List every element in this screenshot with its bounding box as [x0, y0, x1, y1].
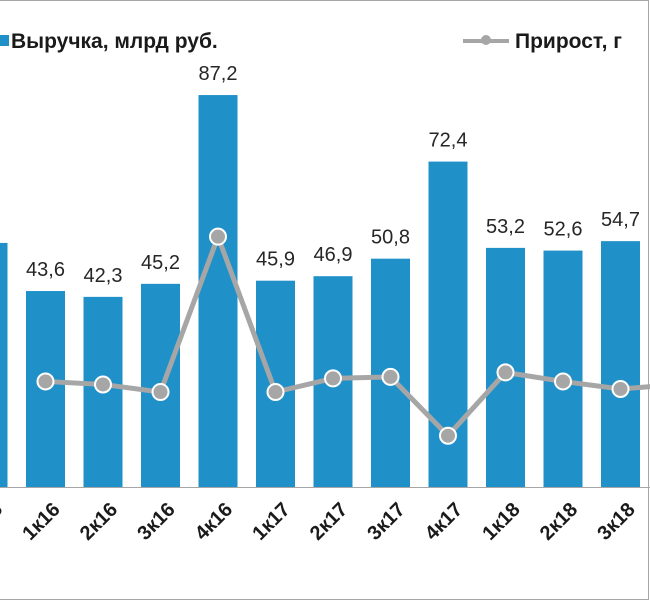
bar-label-3к16: 45,2 [141, 252, 180, 274]
x-tick-label-4к15: 4к15 [0, 499, 7, 545]
bar-2к18 [543, 250, 583, 487]
growth-point-3к18 [611, 379, 630, 398]
growth-point-2к17 [324, 369, 342, 388]
bar-4к15 [0, 242, 8, 487]
bar-label-1к17: 45,9 [256, 249, 295, 271]
x-tick-label-4к16: 4к16 [191, 499, 237, 545]
growth-point-2к18 [554, 372, 572, 391]
bar-label-1к18: 53,2 [486, 216, 525, 238]
growth-line [45, 234, 650, 439]
x-tick-label-3к18: 3к18 [593, 499, 639, 545]
growth-point-1к17 [266, 382, 285, 401]
legend-revenue: Выручка, млрд руб. [0, 30, 218, 54]
bar-4к16 [198, 95, 238, 487]
x-tick-label-2к18: 2к18 [536, 499, 582, 545]
growth-point-3к16 [151, 382, 170, 401]
x-tick-label-1к18: 1к18 [478, 499, 524, 545]
bar-label-2к17: 46,9 [314, 244, 353, 266]
legend-revenue-swatch [0, 34, 9, 46]
growth-point-3к17 [381, 367, 400, 386]
x-tick-label-1к17: 1к17 [248, 499, 294, 545]
growth-point-2к16 [94, 375, 112, 394]
bar-label-3к18: 54,7 [601, 209, 640, 231]
legend-revenue-label: Выручка, млрд руб. [11, 30, 218, 53]
legend-growth-swatch [463, 35, 509, 46]
bar-label-4к17: 72,4 [429, 130, 468, 152]
x-tick-label-3к17: 3к17 [363, 499, 409, 545]
bar-label-3к17: 50,8 [371, 227, 410, 249]
x-tick-label-2к17: 2к17 [306, 499, 352, 545]
legend-growth-label: Прирост, г [515, 30, 623, 53]
growth-point-1к18 [496, 363, 515, 382]
bar-label-2к16: 42,3 [84, 265, 123, 287]
x-tick-label-4к17: 4к17 [421, 499, 467, 545]
legend-growth: Прирост, г [463, 30, 622, 54]
bar-label-4к16: 87,2 [199, 63, 238, 85]
x-tick-label-1к16: 1к16 [18, 499, 64, 545]
growth-point-4к17 [439, 426, 457, 445]
growth-point-4к16 [209, 227, 227, 246]
bar-3к18 [601, 241, 640, 487]
x-tick-label-2к16: 2к16 [76, 499, 122, 545]
x-tick-label-3к16: 3к16 [133, 499, 179, 545]
bar-label-2к18: 52,6 [544, 219, 583, 241]
bar-label-1к16: 43,6 [26, 259, 65, 281]
growth-point-1к16 [36, 372, 55, 391]
